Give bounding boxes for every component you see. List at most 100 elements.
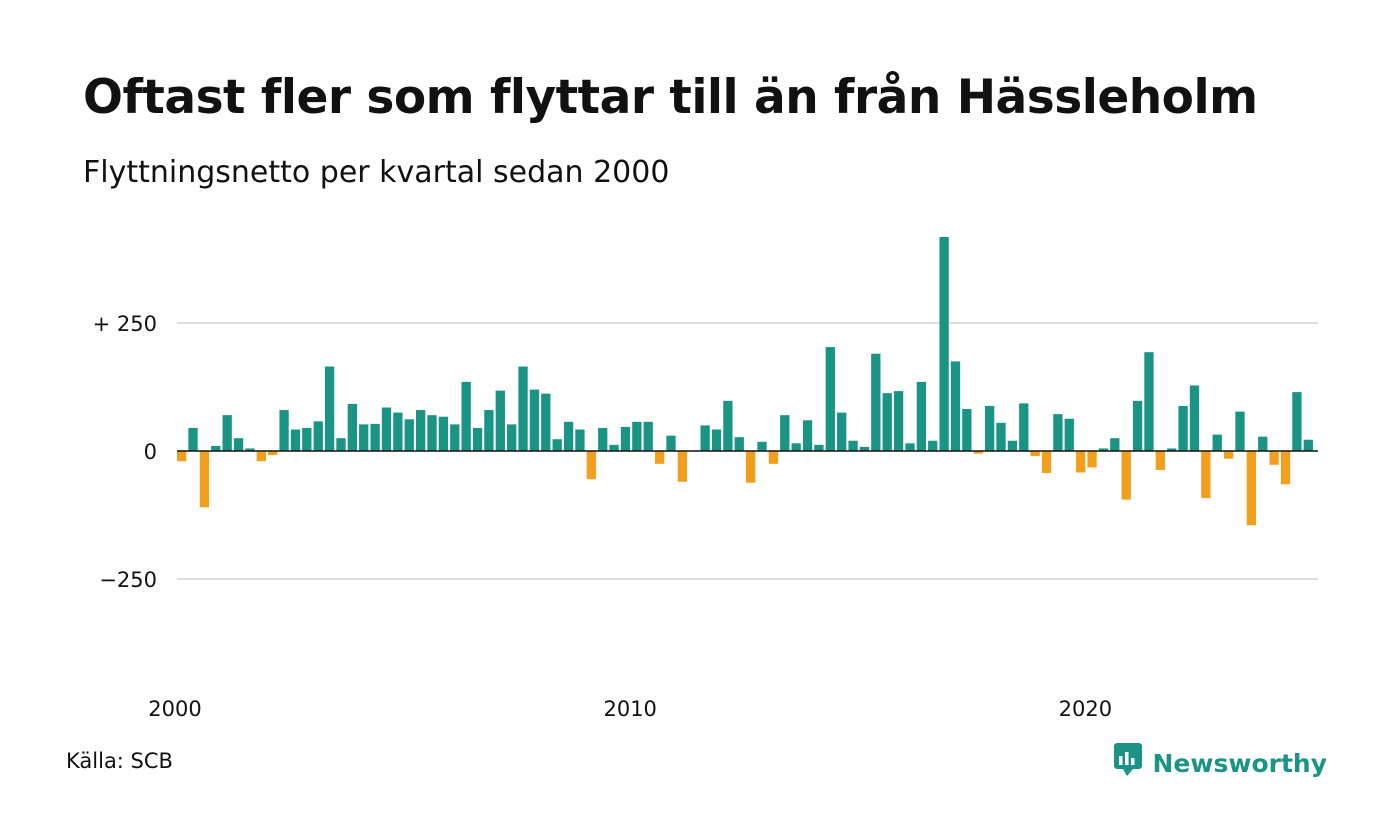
- bar: [757, 441, 767, 451]
- bar: [825, 347, 835, 451]
- y-tick-label: −250: [99, 568, 157, 592]
- bar: [336, 438, 346, 451]
- x-tick-label: 2000: [148, 697, 201, 721]
- bar: [882, 393, 892, 451]
- bar: [1132, 400, 1143, 451]
- bar: [245, 448, 255, 451]
- bar: [1155, 451, 1165, 470]
- bar: [643, 421, 653, 451]
- bar: [199, 451, 210, 508]
- bar: [1235, 411, 1245, 451]
- bar: [256, 451, 266, 462]
- bar: [1223, 451, 1234, 459]
- bar: [928, 440, 938, 451]
- bar: [859, 446, 870, 451]
- brand[interactable]: Newsworthy: [1113, 742, 1328, 784]
- bar: [916, 381, 926, 451]
- bar: [370, 423, 380, 451]
- bar: [222, 415, 232, 451]
- bar: [848, 440, 858, 451]
- bar: [1041, 451, 1052, 474]
- source-note: Källa: SCB: [66, 749, 173, 773]
- bar: [1110, 438, 1120, 451]
- bar: [1189, 385, 1200, 451]
- bar: [654, 451, 665, 464]
- y-tick-label: + 250: [93, 312, 157, 336]
- bar: [188, 427, 198, 451]
- bar: [677, 451, 688, 482]
- bar: [484, 410, 494, 451]
- bar: [233, 438, 244, 451]
- bar: [438, 416, 449, 451]
- x-tick-label: 2010: [603, 697, 656, 721]
- bar: [359, 424, 369, 451]
- bar: [211, 445, 221, 451]
- chart-title: Oftast fler som flyttar till än från Häs…: [83, 70, 1258, 125]
- bar: [950, 361, 961, 451]
- y-tick-label: 0: [144, 440, 157, 464]
- bar: [973, 451, 983, 454]
- bar: [734, 437, 744, 451]
- bar: [427, 415, 437, 451]
- bar: [1098, 448, 1109, 451]
- bar: [1087, 451, 1097, 468]
- bar: [313, 421, 323, 451]
- bar: [1053, 414, 1063, 451]
- bar: [780, 415, 790, 451]
- axes: + 250 0 −250 2000 2010 2020: [93, 312, 1318, 721]
- bar: [563, 421, 574, 451]
- bar: [1292, 392, 1302, 451]
- bar: [711, 429, 722, 451]
- bar: [575, 429, 585, 451]
- bar: [962, 409, 972, 451]
- bar: [1144, 352, 1154, 451]
- bar: [290, 429, 301, 451]
- bar: [1258, 436, 1268, 451]
- bar: [552, 439, 562, 451]
- bar: [802, 420, 813, 451]
- bar: [1076, 451, 1086, 473]
- bar: [609, 444, 619, 451]
- bar: [450, 424, 460, 451]
- bar: [837, 412, 847, 451]
- bar: [666, 435, 676, 451]
- chart-subtitle: Flyttningsnetto per kvartal sedan 2000: [83, 155, 670, 190]
- bar: [746, 451, 756, 483]
- bar: [632, 421, 642, 451]
- gridlines: [177, 322, 1318, 580]
- bar: [415, 410, 426, 451]
- bar: [1280, 451, 1291, 485]
- bar: [586, 451, 596, 480]
- bar: [871, 353, 881, 451]
- brand-name: Newsworthy: [1152, 748, 1328, 778]
- bar: [1064, 418, 1074, 451]
- bar: [1201, 451, 1211, 499]
- bar: [700, 425, 710, 451]
- bar: [302, 427, 312, 451]
- bar: [620, 426, 631, 451]
- bar: [461, 381, 471, 451]
- bar: [791, 443, 801, 451]
- bar: [768, 451, 779, 464]
- bar: [1178, 405, 1188, 451]
- bar: [598, 427, 608, 451]
- bar: [723, 400, 733, 451]
- bar: [1121, 451, 1131, 500]
- bar: [984, 405, 995, 451]
- bar: [1303, 439, 1313, 451]
- bar: [324, 366, 335, 451]
- bar: [1030, 451, 1040, 457]
- bars: [177, 236, 1313, 526]
- bar: [996, 422, 1006, 451]
- bar: [893, 391, 904, 451]
- bar: [347, 403, 357, 451]
- bar: [1212, 434, 1222, 451]
- bar: [518, 366, 528, 451]
- bar: [1167, 448, 1177, 451]
- bar: [177, 451, 187, 462]
- newsworthy-logo-icon: [1113, 742, 1143, 784]
- bar: [541, 393, 551, 451]
- bar: [1019, 403, 1029, 451]
- bar: [495, 390, 505, 451]
